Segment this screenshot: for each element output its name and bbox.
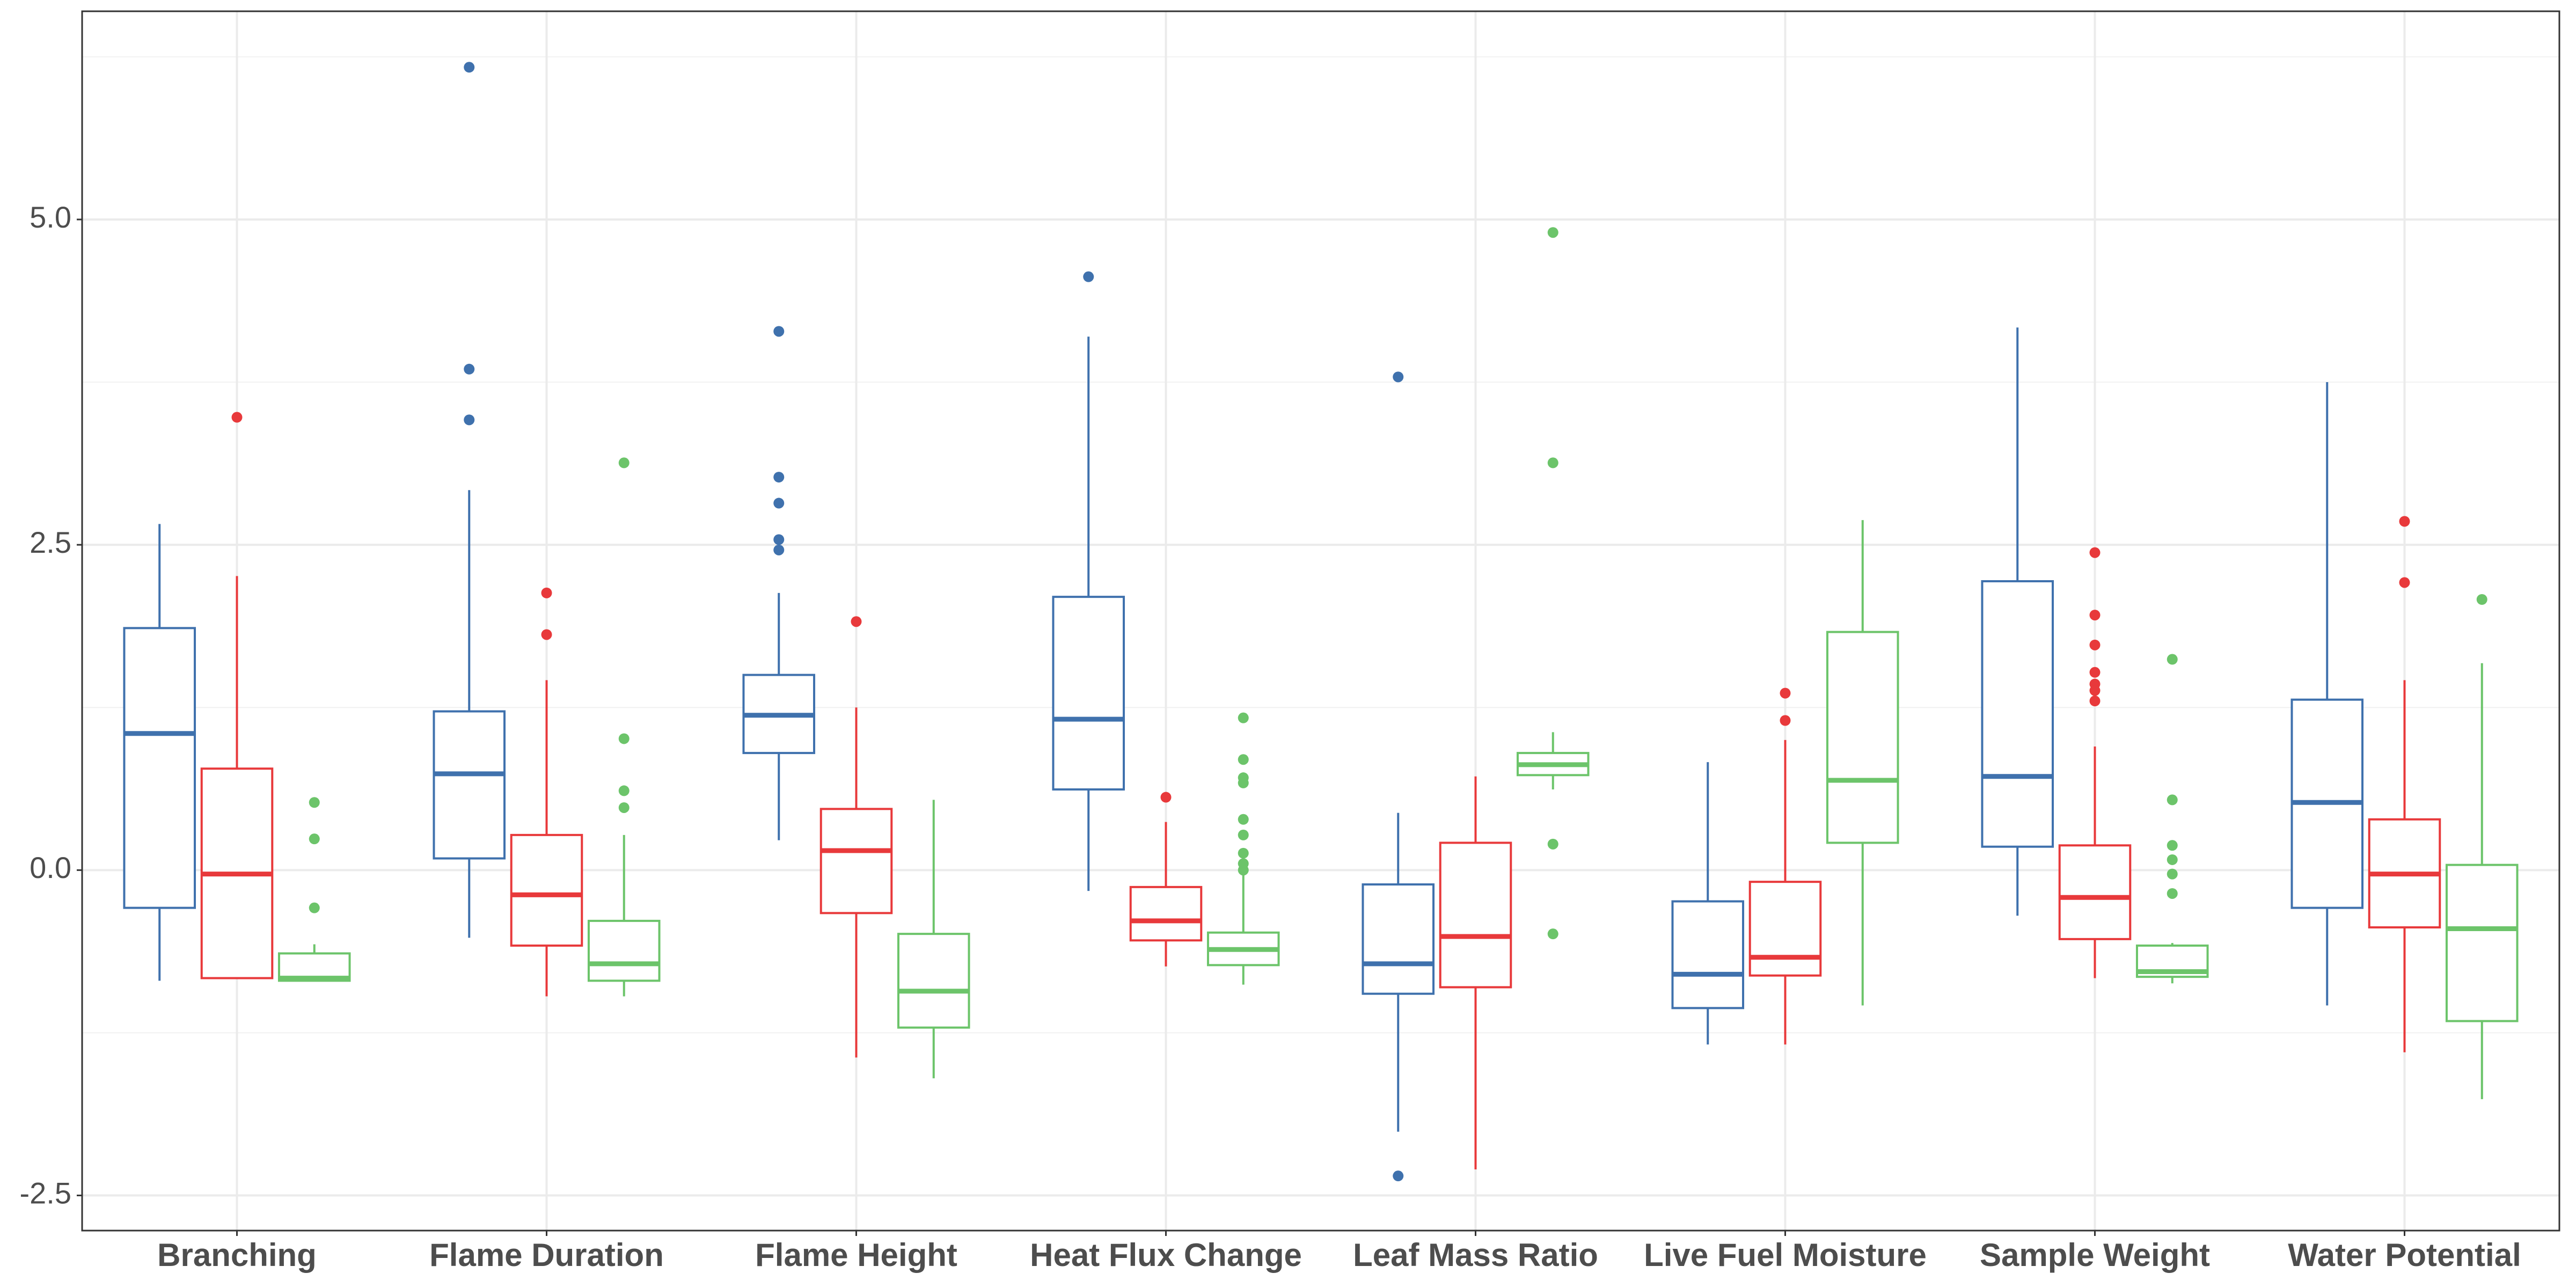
outlier [1238,814,1249,825]
outlier [1238,865,1249,876]
box [1826,631,1899,844]
box [433,710,506,860]
outlier [773,472,785,483]
outlier [464,414,475,426]
y-tick-label: -2.5 [20,1176,72,1210]
x-tick-label: Branching [157,1237,317,1273]
outlier [2399,577,2410,588]
box [1362,883,1435,995]
box [1981,580,2054,848]
outlier [2089,667,2101,678]
box [587,919,661,982]
outlier [1238,712,1249,723]
outlier [773,326,785,337]
y-tick-label: 5.0 [30,200,71,234]
x-tick-label: Leaf Mass Ratio [1353,1237,1598,1273]
outlier [1160,792,1172,803]
outlier [1780,715,1791,726]
outlier [773,497,785,509]
outlier [2167,840,2178,851]
outlier [1780,687,1791,699]
outlier [2089,610,2101,621]
outlier [2167,854,2178,865]
outlier [618,457,630,469]
x-tick-label: Flame Duration [429,1237,664,1273]
outlier [309,797,320,808]
box [1439,841,1512,989]
box [897,933,970,1029]
outlier [1393,371,1404,383]
box [2445,863,2519,1022]
outlier [2399,516,2410,527]
outlier [1238,829,1249,840]
outlier [618,785,630,796]
x-tick-label: Heat Flux Change [1030,1237,1302,1273]
box [1052,596,1125,791]
outlier [773,544,785,555]
outlier [541,587,552,598]
box [819,808,893,914]
outlier [1547,457,1558,469]
outlier [464,363,475,375]
outlier [773,534,785,545]
y-tick-label: 0.0 [30,851,71,884]
outlier [2089,639,2101,650]
outlier [618,802,630,813]
box [2058,844,2132,940]
x-tick-label: Live Fuel Moisture [1644,1237,1927,1273]
outlier [1238,777,1249,788]
outlier [2476,594,2487,605]
x-tick-label: Sample Weight [1980,1237,2210,1273]
outlier [309,902,320,913]
outlier [1547,928,1558,940]
outlier [464,62,475,73]
outlier [231,412,243,423]
outlier [309,833,320,845]
outlier [2167,888,2178,899]
outlier [1083,271,1094,282]
panel-border [81,10,2560,1232]
outlier [2089,685,2101,696]
box [1671,900,1745,1009]
box [1748,881,1822,977]
y-tick-label: 2.5 [30,525,71,559]
outlier [2167,794,2178,806]
box [1129,885,1203,942]
x-tick-label: Water Potential [2288,1237,2521,1273]
outlier [2167,868,2178,880]
outlier [1238,754,1249,765]
outlier [1547,838,1558,850]
outlier [2089,696,2101,707]
outlier [2089,547,2101,558]
outlier [1547,227,1558,238]
x-tick-label: Flame Height [755,1237,957,1273]
outlier [1238,847,1249,859]
outlier [541,629,552,640]
outlier [618,733,630,744]
box [510,833,583,947]
outlier [1393,1170,1404,1182]
outlier [851,616,862,627]
box [123,627,196,909]
outlier [2167,654,2178,665]
